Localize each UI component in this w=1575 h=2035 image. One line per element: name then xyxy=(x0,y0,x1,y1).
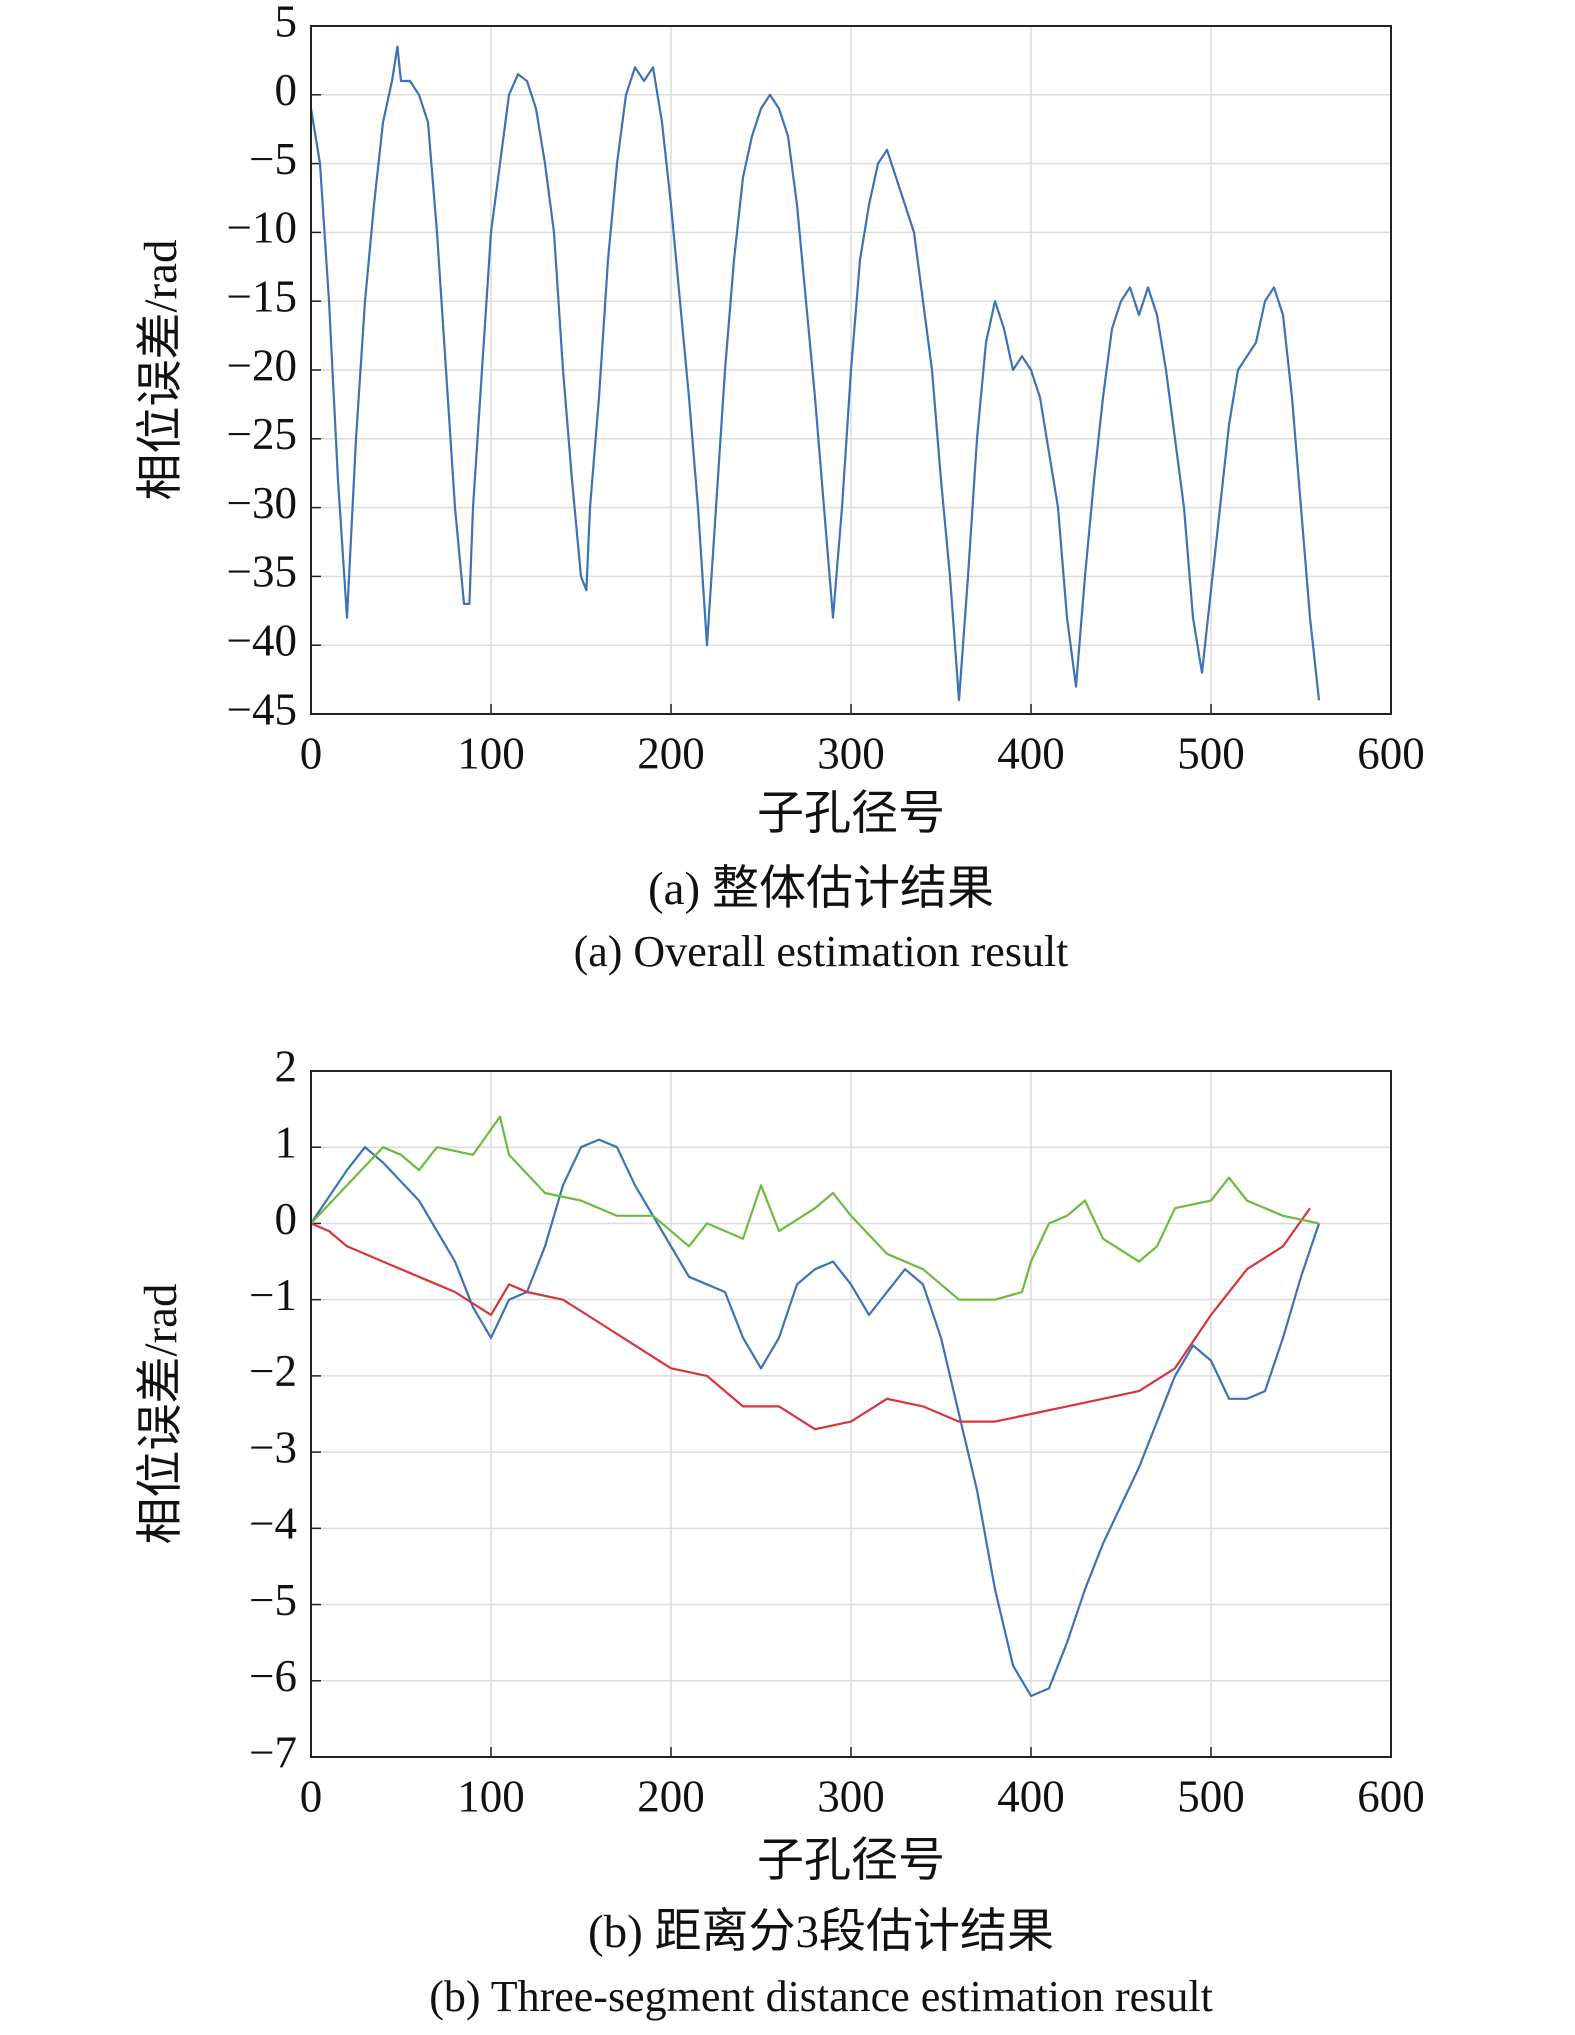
y-tick-label: −45 xyxy=(227,684,297,734)
plot-frame xyxy=(310,1070,1392,1758)
y-tick-label: −3 xyxy=(249,1422,297,1472)
x-axis-label: 子孔径号 xyxy=(757,788,945,840)
y-tick-label: −20 xyxy=(227,340,297,390)
data-line xyxy=(310,1138,1321,1698)
data-line xyxy=(309,45,1321,702)
y-tick-label: 2 xyxy=(275,1041,298,1091)
x-tick-label: 300 xyxy=(817,728,885,778)
y-tick-label: −7 xyxy=(249,1727,297,1777)
x-axis-label: 子孔径号 xyxy=(757,1835,945,1887)
x-tick-label: 200 xyxy=(637,1771,705,1821)
y-tick-label: −5 xyxy=(249,134,297,184)
caption-en: (b) Three-segment distance estimation re… xyxy=(429,1972,1213,2021)
caption: (b) 距离分3段估计结果 xyxy=(588,1906,1054,1958)
data-line xyxy=(310,1115,1320,1301)
y-tick-label: −30 xyxy=(227,478,297,528)
y-tick-label: −15 xyxy=(227,272,297,322)
y-tick-label: 0 xyxy=(275,1194,298,1244)
x-tick-label: 0 xyxy=(300,1771,323,1821)
y-axis-label: 相位误差/rad xyxy=(135,1283,187,1544)
x-tick-label: 500 xyxy=(1177,728,1245,778)
x-tick-label: 600 xyxy=(1357,728,1425,778)
plot-frame xyxy=(310,25,1392,715)
x-tick-label: 100 xyxy=(457,1771,525,1821)
caption-en: (a) Overall estimation result xyxy=(574,927,1069,976)
y-tick-label: −25 xyxy=(227,409,297,459)
y-tick-label: 1 xyxy=(275,1118,298,1168)
y-tick-label: −6 xyxy=(249,1651,297,1701)
y-axis-label: 相位误差/rad xyxy=(135,239,187,500)
caption: (a) 整体估计结果 xyxy=(648,863,994,915)
y-tick-label: −4 xyxy=(249,1499,297,1549)
y-tick-label: 0 xyxy=(275,65,298,115)
y-tick-label: −35 xyxy=(227,547,297,597)
x-tick-label: 400 xyxy=(997,728,1065,778)
y-tick-label: −10 xyxy=(227,203,297,253)
x-tick-label: 400 xyxy=(997,1771,1065,1821)
x-tick-label: 500 xyxy=(1177,1771,1245,1821)
x-tick-label: 600 xyxy=(1357,1771,1425,1821)
x-tick-label: 0 xyxy=(300,728,323,778)
y-tick-label: 5 xyxy=(275,0,298,46)
x-tick-label: 300 xyxy=(817,1771,885,1821)
y-tick-label: −2 xyxy=(249,1346,297,1396)
x-tick-label: 100 xyxy=(457,728,525,778)
y-tick-label: −40 xyxy=(227,616,297,666)
y-tick-label: −1 xyxy=(249,1270,297,1320)
x-tick-label: 200 xyxy=(637,728,705,778)
data-line xyxy=(310,1207,1311,1431)
y-tick-label: −5 xyxy=(249,1575,297,1625)
